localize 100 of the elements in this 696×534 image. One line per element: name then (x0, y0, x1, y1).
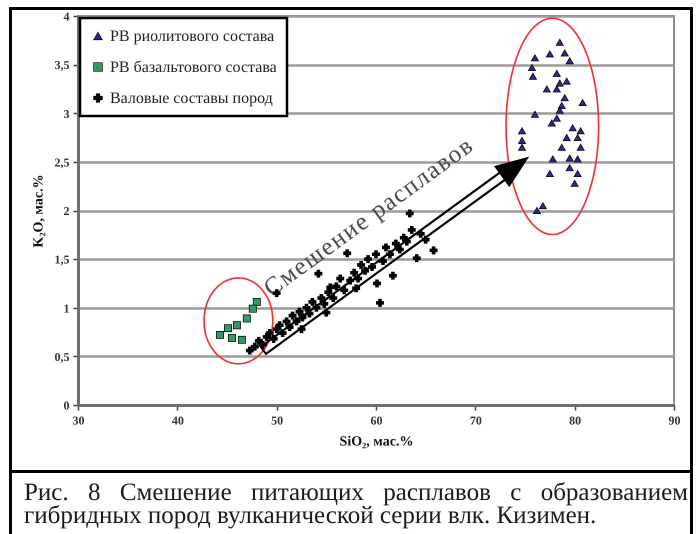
point (372, 250, 380, 258)
point (556, 80, 564, 87)
point (546, 170, 554, 178)
point (278, 329, 287, 337)
point (574, 170, 582, 178)
point (305, 310, 314, 318)
point (566, 57, 574, 64)
point (574, 134, 582, 142)
point (270, 334, 278, 343)
point (412, 254, 421, 262)
x-tick-label: 80 (569, 414, 582, 428)
point (518, 144, 526, 151)
point (566, 164, 574, 172)
point (576, 127, 585, 134)
point (532, 207, 541, 214)
point (224, 324, 232, 332)
legend-label: Валовые составы пород (110, 90, 273, 107)
point (378, 257, 387, 266)
point (560, 49, 569, 56)
point (542, 85, 551, 92)
point (250, 342, 259, 351)
y-axis-title: K₂O, мас.% (32, 174, 46, 248)
point (298, 314, 306, 322)
point (530, 54, 539, 62)
point (558, 144, 566, 151)
point (578, 99, 587, 106)
point (552, 85, 561, 92)
legend-label: РВ базальтового состава (110, 59, 277, 76)
point (546, 50, 554, 58)
y-tick-label: 3,5 (54, 58, 70, 72)
point (386, 250, 394, 258)
y-tick-label: 1 (64, 301, 70, 316)
point (288, 312, 297, 320)
point (430, 246, 438, 254)
point (248, 304, 257, 313)
y-tick-label: 0,5 (54, 350, 70, 364)
point (276, 321, 284, 330)
x-tick-label: 90 (668, 414, 680, 428)
legend-label: РВ риолитового состава (110, 28, 274, 45)
point (402, 238, 411, 246)
point (556, 106, 564, 114)
point (396, 245, 404, 254)
y-tick-label: 4 (64, 10, 70, 24)
point (416, 230, 425, 238)
point (562, 78, 571, 85)
text: Рис. 8 Смешение питающих расплавов с образованием гибридных пород вулканической серии влк. Кизимен. (24, 479, 688, 529)
point (548, 120, 556, 126)
point (246, 346, 254, 354)
point (562, 134, 571, 142)
point (538, 202, 547, 210)
point (298, 325, 306, 334)
point (312, 304, 320, 312)
point (576, 144, 585, 151)
point (228, 334, 236, 342)
point (286, 323, 294, 332)
point (308, 298, 316, 306)
point (570, 180, 579, 187)
point (302, 304, 310, 312)
point (232, 321, 241, 330)
point (382, 244, 390, 252)
point (392, 240, 400, 248)
point (373, 279, 381, 288)
x-tick-label: 30 (72, 414, 84, 428)
point (266, 329, 274, 337)
point (238, 336, 246, 344)
point (317, 294, 326, 302)
x-tick-label: 50 (271, 414, 284, 428)
y-tick-label: 3 (64, 106, 70, 121)
y-tick-label: 2,5 (54, 155, 70, 170)
y-tick-label: 1,5 (54, 252, 70, 267)
point (292, 317, 300, 326)
point (528, 72, 537, 80)
point (282, 317, 291, 326)
point (296, 308, 304, 316)
point (388, 272, 397, 280)
y-tick-label: 2 (64, 204, 70, 218)
point (320, 300, 328, 308)
point (252, 298, 261, 306)
x-axis-title: SiO₂, мас.% (340, 434, 414, 450)
point (548, 155, 557, 162)
point (216, 331, 224, 339)
point (408, 226, 416, 234)
point (376, 298, 384, 307)
point (368, 262, 376, 271)
x-tick-label: 70 (470, 414, 482, 428)
x-tick-label: 40 (172, 414, 184, 428)
y-tick-label: 0 (64, 398, 70, 412)
point (560, 94, 569, 102)
point (530, 110, 539, 118)
point (518, 127, 526, 134)
point (258, 340, 267, 349)
point (556, 38, 564, 46)
x-tick-label: 60 (370, 414, 382, 428)
point (552, 70, 561, 77)
point (518, 137, 526, 144)
point (528, 64, 536, 72)
point (422, 236, 430, 244)
point (568, 124, 577, 132)
point (329, 294, 338, 302)
point (566, 154, 574, 162)
